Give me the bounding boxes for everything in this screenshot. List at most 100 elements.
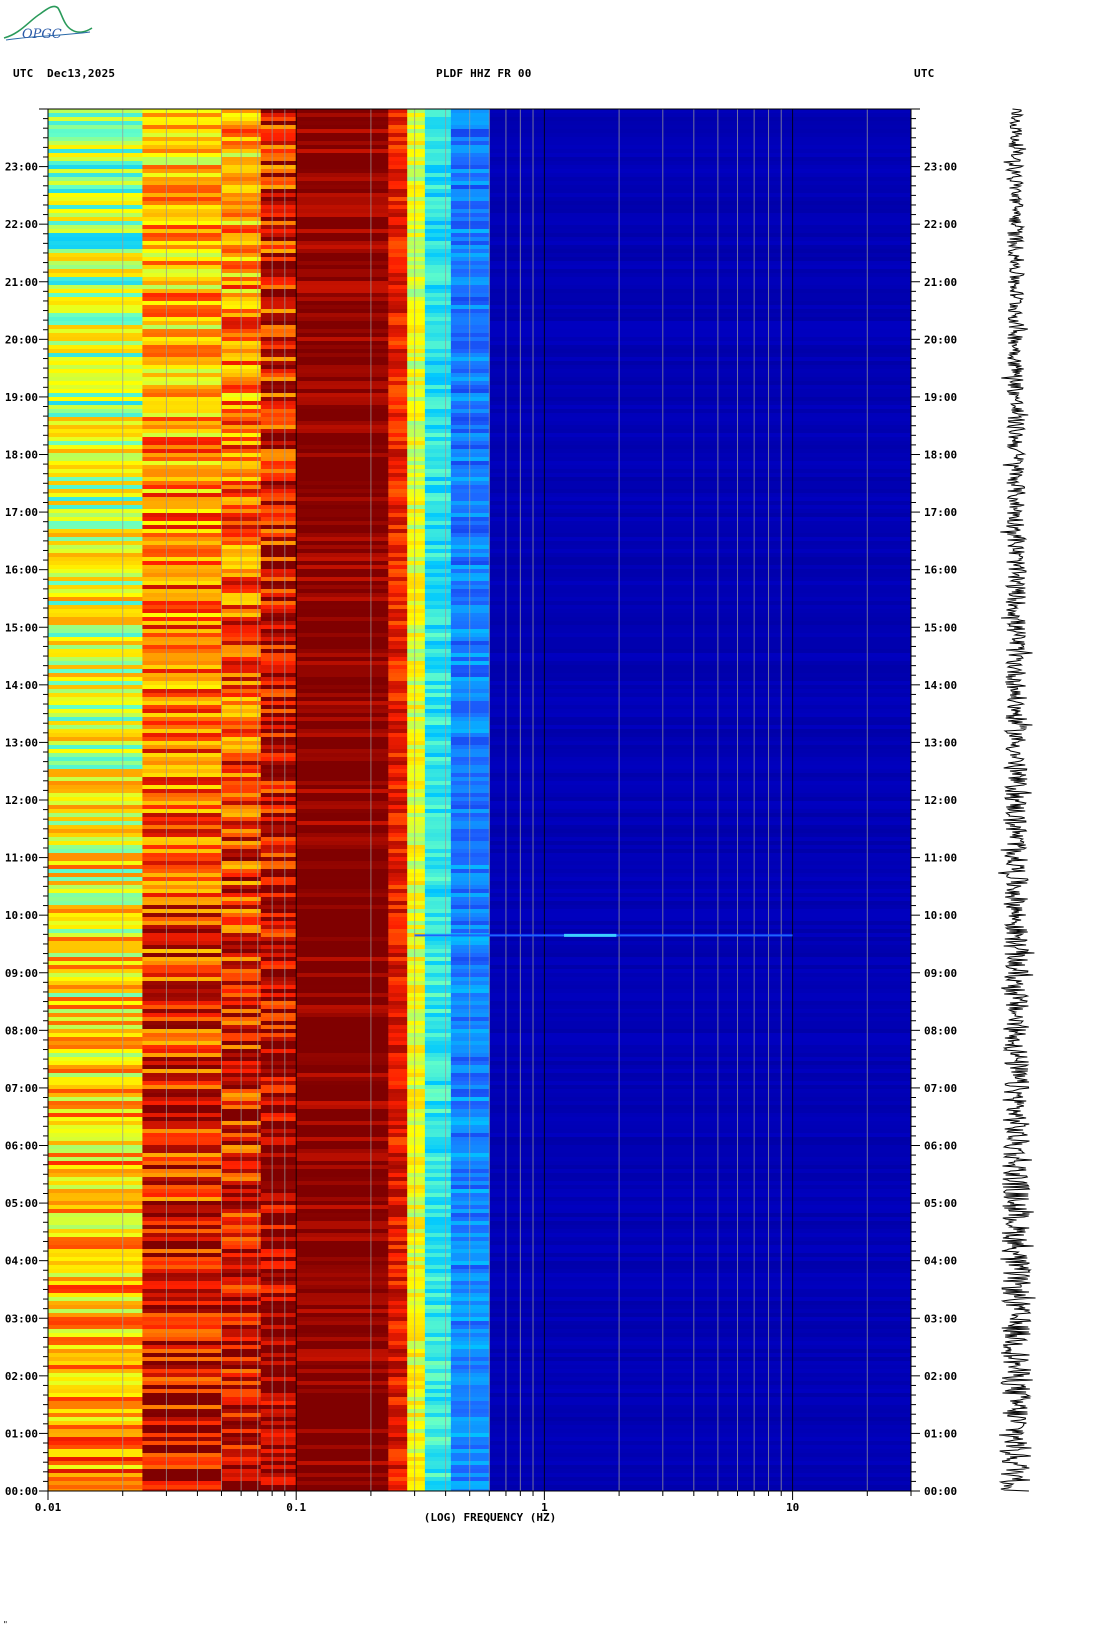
heatmap-cell [450, 465, 490, 469]
heatmap-cell [450, 401, 490, 405]
heatmap-cell [424, 1169, 452, 1173]
heatmap-cell [296, 757, 389, 761]
heatmap-cell [260, 485, 297, 489]
heatmap-cell [489, 997, 911, 1001]
right-time-label: 05:00 [924, 1197, 957, 1210]
heatmap-cell [48, 561, 143, 565]
heatmap-cell [142, 1233, 222, 1237]
heatmap-cell [489, 793, 911, 797]
heatmap-cell [48, 545, 143, 549]
heatmap-cell [407, 1377, 426, 1381]
heatmap-cell [48, 889, 143, 893]
heatmap-cell [450, 541, 490, 545]
heatmap-cell [407, 721, 426, 725]
heatmap-cell [260, 1089, 297, 1093]
heatmap-cell [450, 865, 490, 869]
heatmap-cell [142, 133, 222, 137]
heatmap-cell [450, 369, 490, 373]
heatmap-cell [48, 853, 143, 857]
heatmap-cell [407, 925, 426, 929]
heatmap-cell [142, 261, 222, 265]
heatmap-cell [407, 1333, 426, 1337]
heatmap-cell [388, 1293, 408, 1297]
heatmap-cell [260, 925, 297, 929]
heatmap-cell [424, 381, 452, 385]
heatmap-cell [450, 1253, 490, 1257]
heatmap-cell [450, 1009, 490, 1013]
heatmap-cell [407, 909, 426, 913]
heatmap-cell [450, 953, 490, 957]
heatmap-cell [296, 281, 389, 285]
heatmap-cell [424, 741, 452, 745]
heatmap-cell [489, 1221, 911, 1225]
heatmap-cell [388, 141, 408, 145]
heatmap-cell [407, 1325, 426, 1329]
heatmap-cell [450, 997, 490, 1001]
heatmap-cell [388, 117, 408, 121]
heatmap-cell [407, 393, 426, 397]
heatmap-cell [260, 325, 297, 329]
heatmap-cell [450, 237, 490, 241]
heatmap-cell [260, 769, 297, 773]
heatmap-cell [260, 869, 297, 873]
heatmap-cell [450, 733, 490, 737]
heatmap-cell [388, 237, 408, 241]
heatmap-cell [260, 1409, 297, 1413]
heatmap-cell [260, 981, 297, 985]
heatmap-cell [450, 253, 490, 257]
heatmap-cell [142, 1349, 222, 1353]
heatmap-cell [489, 453, 911, 457]
heatmap-cell [407, 1221, 426, 1225]
heatmap-cell [407, 1205, 426, 1209]
heatmap-cell [48, 1309, 143, 1313]
heatmap-cell [142, 1305, 222, 1309]
heatmap-cell [142, 917, 222, 921]
heatmap-cell [296, 1049, 389, 1053]
heatmap-cell [450, 1421, 490, 1425]
heatmap-cell [296, 1297, 389, 1301]
heatmap-cell [260, 1353, 297, 1357]
heatmap-cell [424, 329, 452, 333]
heatmap-cell [489, 489, 911, 493]
heatmap-cell [450, 321, 490, 325]
heatmap-cell [388, 521, 408, 525]
heatmap-cell [388, 265, 408, 269]
heatmap-cell [296, 833, 389, 837]
heatmap-cell [260, 477, 297, 481]
heatmap-cell [407, 1005, 426, 1009]
heatmap-cell [407, 285, 426, 289]
heatmap-cell [142, 1257, 222, 1261]
heatmap-cell [388, 1305, 408, 1309]
heatmap-cell [407, 677, 426, 681]
heatmap-cell [48, 797, 143, 801]
heatmap-cell [388, 485, 408, 489]
heatmap-cell [388, 1481, 408, 1485]
heatmap-cell [489, 1017, 911, 1021]
heatmap-cell [424, 1221, 452, 1225]
heatmap-cell [260, 945, 297, 949]
heatmap-cell [142, 289, 222, 293]
heatmap-cell [450, 285, 490, 289]
heatmap-cell [260, 1301, 297, 1305]
heatmap-cell [388, 1125, 408, 1129]
heatmap-cell [260, 645, 297, 649]
heatmap-cell [388, 649, 408, 653]
heatmap-cell [296, 501, 389, 505]
heatmap-cell [142, 1141, 222, 1145]
heatmap-cell [450, 1057, 490, 1061]
heatmap-cell [424, 1149, 452, 1153]
heatmap-cell [260, 393, 297, 397]
heatmap-cell [424, 921, 452, 925]
heatmap-cell [424, 445, 452, 449]
heatmap-cell [450, 1197, 490, 1201]
heatmap-cell [388, 1217, 408, 1221]
heatmap-cell [424, 865, 452, 869]
heatmap-cell [48, 169, 143, 173]
heatmap-cell [48, 1153, 143, 1157]
heatmap-cell [407, 1289, 426, 1293]
heatmap-cell [450, 709, 490, 713]
heatmap-cell [260, 1289, 297, 1293]
heatmap-cell [424, 1089, 452, 1093]
heatmap-cell [388, 301, 408, 305]
heatmap-cell [260, 245, 297, 249]
